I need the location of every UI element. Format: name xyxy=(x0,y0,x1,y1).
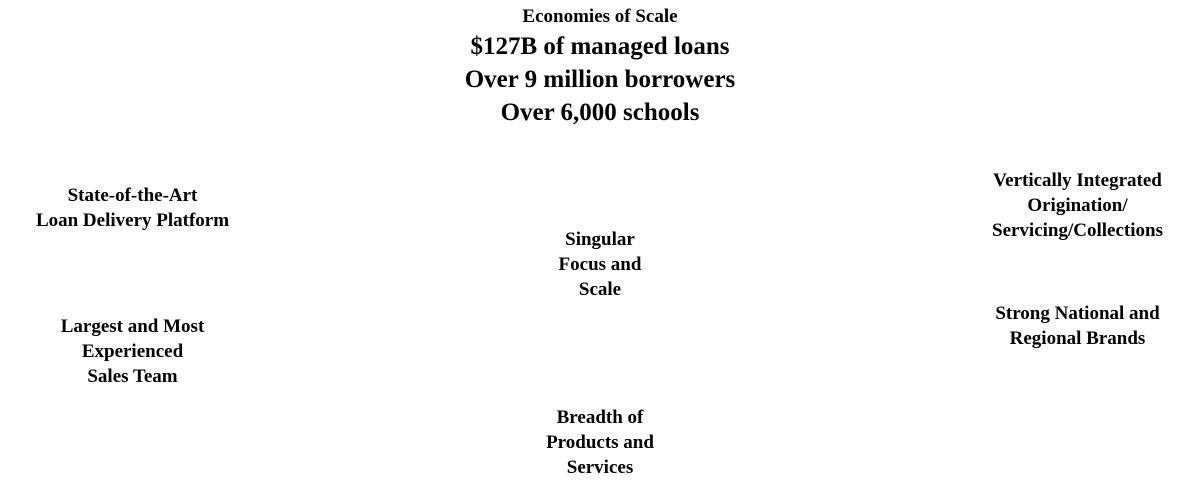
breadth-of-products-block: Breadth of Products and Services xyxy=(530,405,670,480)
national-regional-brands-block: Strong National and Regional Brands xyxy=(955,301,1200,351)
singular-focus-line-1: Singular xyxy=(565,229,635,250)
singular-focus-block: Singular Focus and Scale xyxy=(530,227,670,302)
vertically-integrated-line-3: Servicing/Collections xyxy=(992,220,1163,241)
economies-of-scale-block: Economies of Scale $127B of managed loan… xyxy=(0,4,1200,129)
economies-of-scale-title: Economies of Scale xyxy=(522,6,678,27)
vertically-integrated-line-2: Origination/ xyxy=(1027,195,1128,216)
breadth-of-products-line-3: Services xyxy=(566,457,634,478)
sales-team-line-3: Sales Team xyxy=(87,366,178,387)
sales-team-line-1: Largest and Most xyxy=(60,316,205,337)
national-regional-brands-line-1: Strong National and xyxy=(995,303,1160,324)
singular-focus-line-2: Focus and xyxy=(558,254,642,275)
loan-delivery-platform-line-2: Loan Delivery Platform xyxy=(35,210,230,231)
loan-delivery-platform-block: State-of-the-Art Loan Delivery Platform xyxy=(0,183,265,233)
sales-team-line-2: Experienced xyxy=(81,341,184,362)
borrowers-stat: Over 9 million borrowers xyxy=(464,66,736,93)
national-regional-brands-line-2: Regional Brands xyxy=(1009,328,1146,349)
breadth-of-products-line-2: Products and xyxy=(546,432,654,453)
managed-loans-stat: $127B of managed loans xyxy=(470,33,730,60)
loan-delivery-platform-line-1: State-of-the-Art xyxy=(67,185,198,206)
sales-team-block: Largest and Most Experienced Sales Team xyxy=(0,314,265,389)
singular-focus-line-3: Scale xyxy=(578,279,622,300)
vertically-integrated-block: Vertically Integrated Origination/ Servi… xyxy=(955,168,1200,243)
schools-stat: Over 6,000 schools xyxy=(500,99,700,126)
breadth-of-products-line-1: Breadth of xyxy=(556,407,644,428)
vertically-integrated-line-1: Vertically Integrated xyxy=(993,170,1162,191)
